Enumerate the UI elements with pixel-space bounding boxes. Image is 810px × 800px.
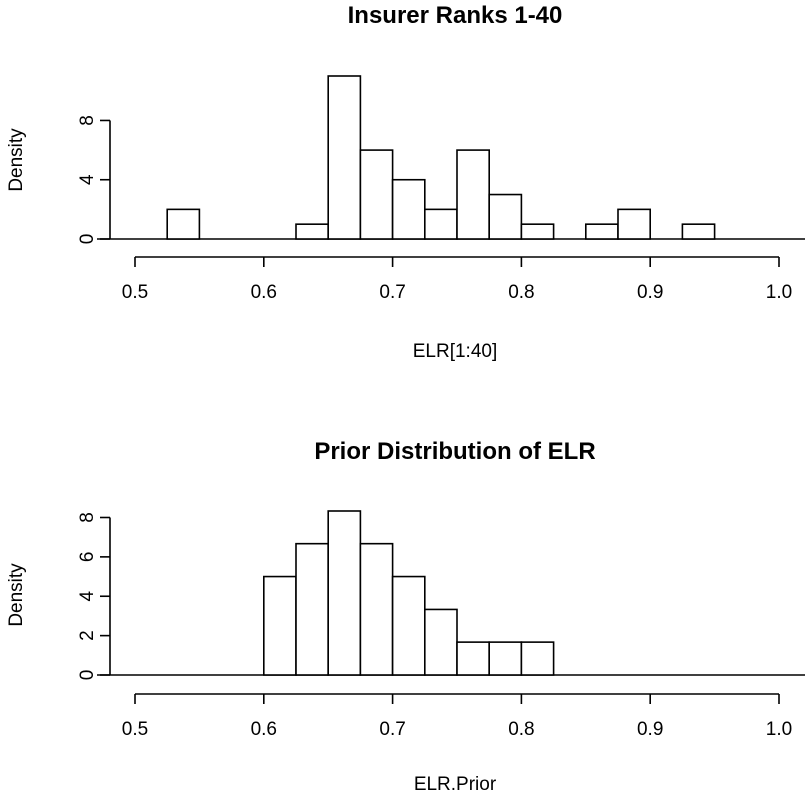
histogram-bar	[327, 75, 362, 240]
y-axis: 0 2 4 6 8	[77, 512, 111, 681]
histogram-bar	[423, 608, 458, 676]
y-tick-label: 2	[77, 630, 98, 641]
histogram-bar	[488, 641, 523, 676]
bars-group	[97, 510, 805, 676]
y-tick-label: 6	[77, 552, 98, 563]
histogram-bar	[520, 223, 555, 240]
y-axis-label: Density	[6, 563, 27, 627]
x-tick-label: 0.6	[251, 282, 277, 303]
x-tick-label: 0.8	[508, 282, 534, 303]
chart-title: Insurer Ranks 1-40	[348, 2, 563, 29]
y-tick-label: 4	[77, 591, 98, 602]
histogram-bar	[262, 575, 297, 676]
y-tick-label: 0	[77, 670, 98, 681]
bars-group	[97, 75, 805, 240]
histogram-bar	[166, 208, 201, 240]
x-tick-label: 0.9	[637, 282, 663, 303]
y-tick-label: 8	[77, 512, 98, 523]
histogram-bar	[456, 641, 491, 676]
y-axis: 0 4 8	[77, 115, 111, 245]
histogram-bar	[617, 208, 652, 240]
histogram-bar	[359, 542, 394, 676]
histogram-bar	[488, 193, 523, 240]
y-axis-label: Density	[6, 128, 27, 192]
histogram-bar	[391, 575, 426, 676]
histogram-bar	[423, 208, 458, 240]
panel-prior-distribution: Prior Distribution of ELR ELR.Prior Dens…	[6, 438, 805, 795]
x-tick-label: 0.9	[637, 719, 663, 740]
y-tick-label: 0	[77, 234, 98, 245]
histogram-bar	[520, 641, 555, 676]
histogram-bar	[327, 510, 362, 676]
x-tick-label: 0.7	[379, 719, 405, 740]
x-axis-label: ELR[1:40]	[413, 341, 498, 362]
y-tick-label: 4	[77, 174, 98, 185]
x-tick-label: 0.5	[122, 719, 148, 740]
histogram-bar	[295, 223, 330, 240]
histogram-bar	[681, 223, 716, 240]
x-axis-label: ELR.Prior	[414, 774, 497, 795]
x-tick-label: 0.5	[122, 282, 148, 303]
y-tick-label: 8	[77, 115, 98, 126]
x-tick-label: 1.0	[766, 282, 792, 303]
histogram-bar	[391, 178, 426, 240]
x-tick-label: 0.8	[508, 719, 534, 740]
x-axis: 0.5 0.6 0.7 0.8 0.9 1.0	[122, 693, 792, 740]
histogram-bar	[584, 223, 619, 240]
x-axis: 0.5 0.6 0.7 0.8 0.9 1.0	[122, 256, 792, 303]
histogram-bar	[359, 149, 394, 240]
histogram-bar	[295, 542, 330, 676]
chart-title: Prior Distribution of ELR	[314, 438, 595, 465]
x-tick-label: 0.7	[379, 282, 405, 303]
panel-insurer-ranks: Insurer Ranks 1-40 ELR[1:40] Density 0.5…	[6, 2, 805, 362]
histogram-bar	[456, 149, 491, 240]
x-tick-label: 0.6	[251, 719, 277, 740]
x-tick-label: 1.0	[766, 719, 792, 740]
